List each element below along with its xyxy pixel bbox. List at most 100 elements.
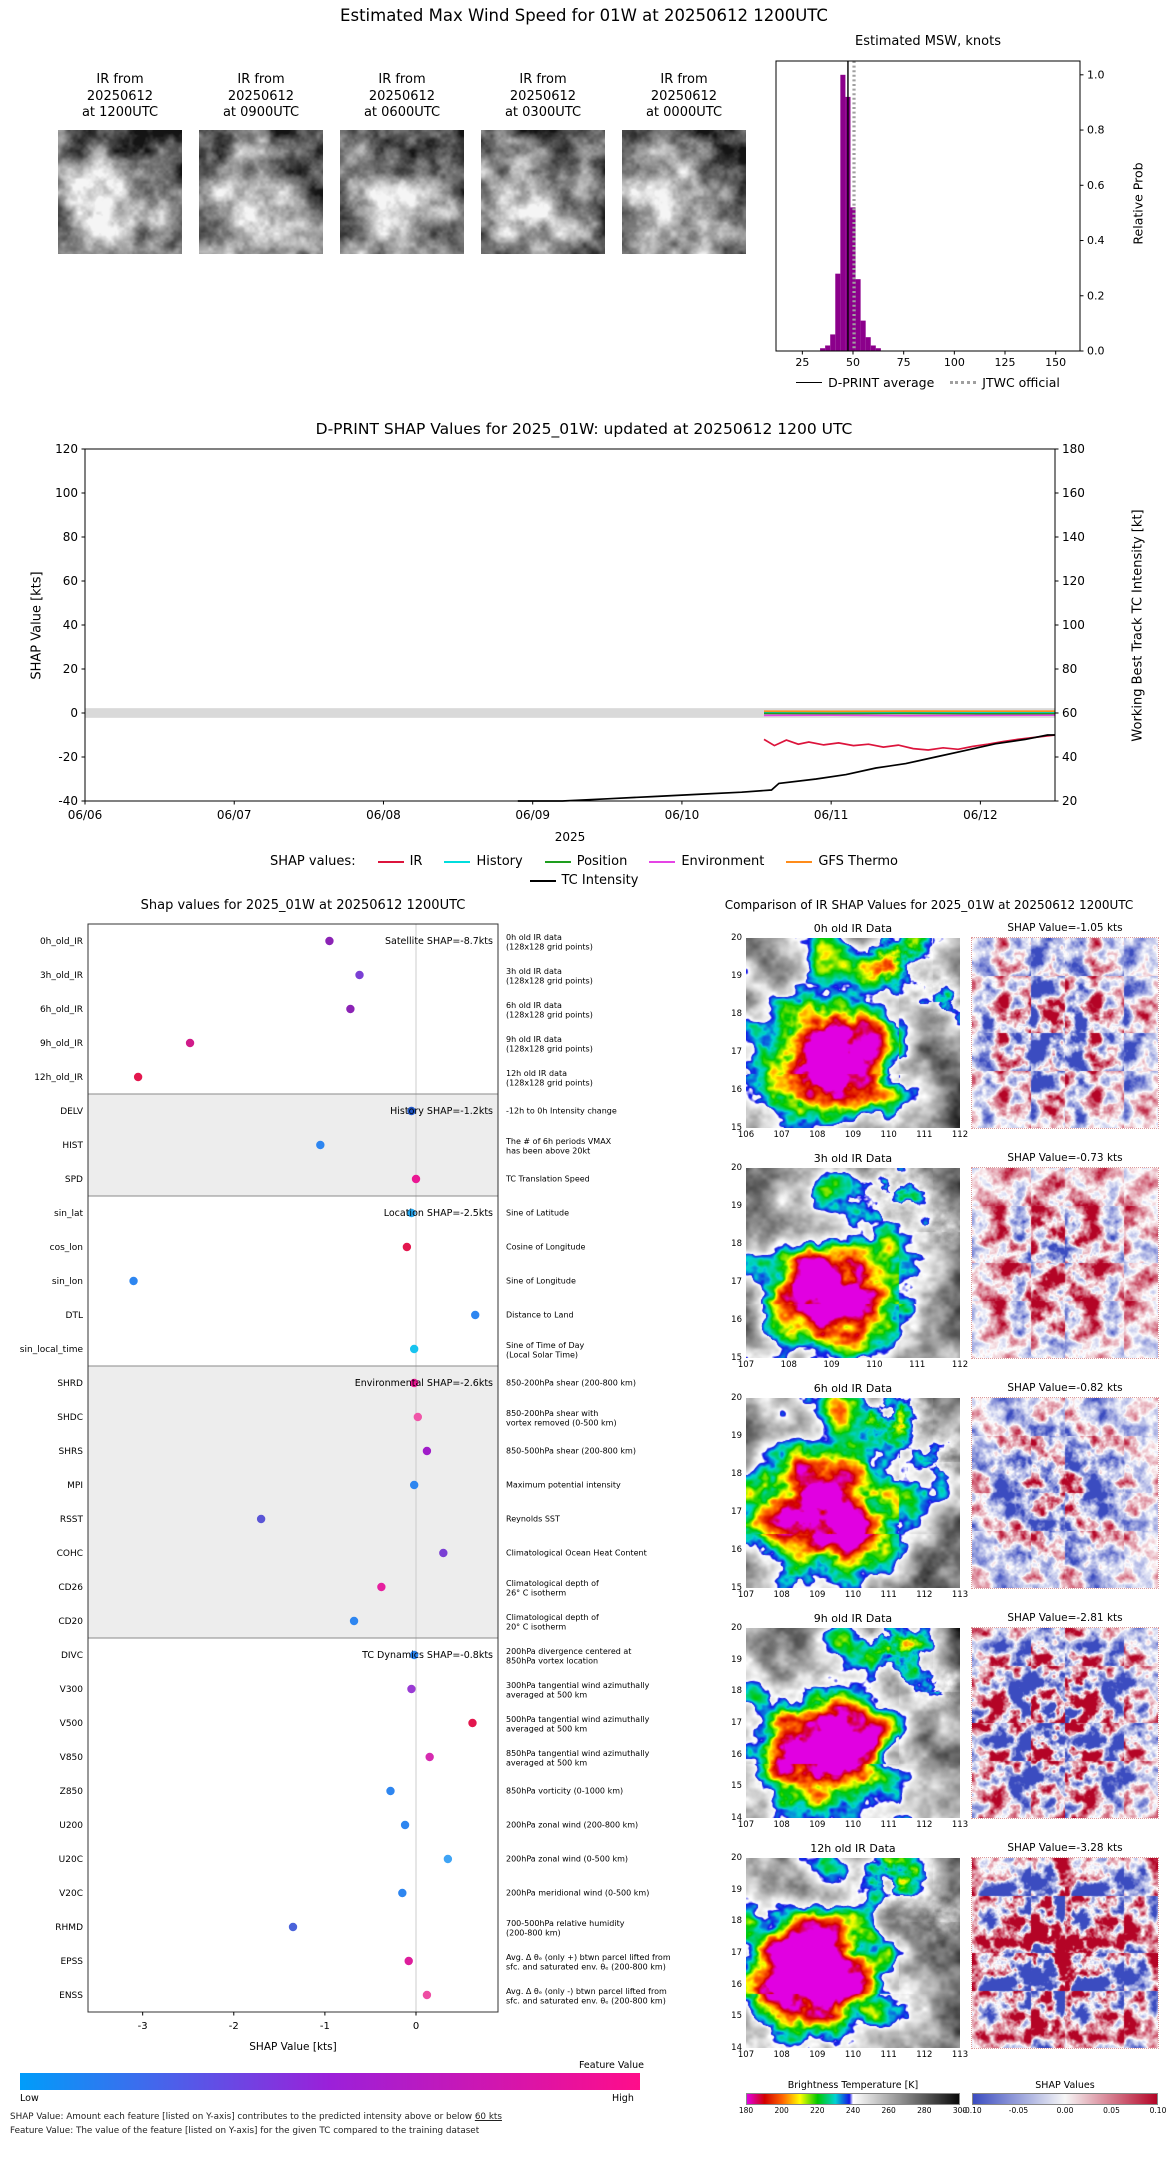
ir-map-title: 12h old IR Data — [810, 1842, 896, 1855]
feature-desc: (128x128 grid points) — [506, 1045, 593, 1054]
lon-tick-label: 110 — [866, 1360, 883, 1370]
lat-tick-label: 17 — [731, 1047, 742, 1057]
feature-value-footnote: Feature Value: The value of the feature … — [10, 2126, 480, 2136]
feature-name: 3h_old_IR — [40, 971, 83, 981]
ir-comparison-title: Comparison of IR SHAP Values for 2025_01… — [724, 898, 1134, 912]
ir-thumbnail-label-line: IR from — [96, 72, 144, 87]
feature-value-colorbar-label: Feature Value — [578, 2060, 644, 2071]
ir-thumbnail: IR from 20250612 at 1200UTC — [58, 72, 182, 254]
feature-desc: 850hPa vortex location — [506, 1657, 598, 1666]
y-tick-label: 0.4 — [1087, 234, 1105, 247]
x-tick-label: 25 — [795, 356, 809, 369]
lat-tick-label: 20 — [731, 1393, 742, 1403]
timeseries-xlabel: 2025 — [555, 830, 586, 844]
lat-tick-label: 19 — [731, 1654, 742, 1665]
feature-dot — [471, 1310, 480, 1320]
ir-thumbnail-label-line: 20250612 — [509, 88, 577, 104]
feature-desc: 3h old IR data — [506, 967, 562, 976]
feature-dot — [443, 1854, 453, 1864]
feature-desc: 850-500hPa shear (200-800 km) — [506, 1447, 636, 1456]
feature-desc: vortex removed (0-500 km) — [506, 1419, 617, 1428]
ir-thumbnail-image — [58, 129, 182, 254]
feature-dot — [402, 1242, 412, 1252]
legend-swatch — [529, 879, 556, 882]
timeseries-legend: SHAP values: IR History Position Environment… — [0, 854, 1168, 892]
lon-tick-label: 108 — [780, 1360, 797, 1370]
x-tick-label: 06/08 — [366, 808, 401, 822]
group-shap-label: TC Dynamics SHAP=-0.8kts — [361, 1650, 493, 1661]
x-tick-label: -3 — [138, 2021, 148, 2032]
bt-tick-label: 280 — [917, 2106, 932, 2115]
lon-tick-label: 108 — [773, 2050, 790, 2060]
feature-name: sin_local_time — [20, 1345, 84, 1355]
histogram-bar — [820, 348, 826, 351]
shap-map-title: SHAP Value=-2.81 kts — [1007, 1612, 1123, 1624]
shap-map-title: SHAP Value=-0.73 kts — [1007, 1152, 1123, 1164]
legend-label: D-PRINT average — [828, 375, 935, 390]
lon-tick-label: 111 — [880, 1820, 897, 1830]
feature-dot — [439, 1548, 448, 1558]
shap-map-image — [971, 1627, 1159, 1819]
feature-name: SHRD — [57, 1379, 83, 1389]
x-tick-label: -2 — [229, 2021, 239, 2032]
feature-dot — [409, 1650, 419, 1660]
group-band — [88, 1094, 498, 1196]
legend-label: JTWC official — [982, 375, 1060, 390]
dotplot-title: Shap values for 2025_01W at 20250612 120… — [140, 898, 466, 913]
feature-name: HIST — [62, 1141, 83, 1151]
left-tick-label: 0 — [70, 706, 78, 720]
lat-tick-label: 20 — [731, 933, 742, 943]
lat-tick-label: 17 — [731, 1277, 742, 1287]
feature-desc: has been above 20kt — [506, 1147, 590, 1156]
feature-dot — [411, 1174, 421, 1184]
x-tick-label: 06/12 — [963, 808, 998, 822]
lon-tick-label: 108 — [773, 1590, 790, 1600]
feature-name: ENSS — [59, 1991, 83, 2001]
feature-dot — [407, 1106, 416, 1116]
lat-tick-label: 19 — [731, 971, 742, 981]
legend-label: Position — [576, 854, 628, 869]
dotplot-xlabel: SHAP Value [kts] — [249, 2041, 336, 2053]
y-tick-label: 1.0 — [1087, 68, 1105, 81]
feature-desc: Sine of Latitude — [506, 1209, 569, 1218]
feature-dot — [398, 1888, 407, 1898]
lon-tick-label: 112 — [916, 1590, 933, 1600]
feature-desc: Sine of Longitude — [506, 1277, 576, 1286]
feature-name: 12h_old_IR — [34, 1073, 83, 1083]
lon-tick-label: 108 — [773, 1820, 790, 1830]
feature-name: SPD — [65, 1175, 83, 1185]
feature-desc: Climatological Ocean Heat Content — [506, 1549, 647, 1558]
feature-name: V500 — [60, 1719, 84, 1729]
lon-tick-label: 111 — [880, 2050, 897, 2060]
ir-thumbnail-label: IR from 20250612 at 1200UTC — [58, 72, 182, 122]
ts-legend-prefix: SHAP values: — [270, 854, 356, 869]
feature-desc: 26° C isotherm — [506, 1589, 566, 1598]
feature-name: sin_lat — [54, 1209, 83, 1219]
lon-tick-label: 112 — [916, 1820, 933, 1830]
lon-tick-label: 113 — [951, 1590, 969, 1600]
zero-band — [85, 708, 1055, 718]
y-tick-label: 0.8 — [1087, 124, 1105, 137]
lon-tick-label: 113 — [951, 2050, 969, 2060]
x-tick-label: 75 — [897, 356, 911, 369]
ir-map-image — [746, 1168, 960, 1358]
lon-tick-label: 112 — [951, 1130, 969, 1140]
ir-thumbnail-label-line: at 0600UTC — [363, 105, 441, 121]
legend-label: GFS Thermo — [818, 854, 898, 869]
ir-thumbnail-label: IR from 20250612 at 0600UTC — [340, 72, 464, 122]
shap-tick-label: -0.05 — [1008, 2106, 1029, 2115]
feature-desc: Maximum potential intensity — [506, 1481, 621, 1490]
left-tick-label: 60 — [63, 574, 78, 588]
lon-tick-label: 107 — [737, 1820, 755, 1830]
right-tick-label: 20 — [1062, 794, 1077, 808]
shap-map-image — [971, 1857, 1159, 2049]
ir-thumbnail-label: IR from 20250612 at 0900UTC — [199, 72, 323, 122]
ir-comparison-row: 6h old IR Data 15 16 17 18 19 20 107 108 109 110 11… — [690, 1382, 1168, 1612]
feature-dot — [409, 1378, 419, 1388]
x-tick-label: 06/06 — [68, 808, 103, 822]
x-tick-label: 06/10 — [665, 808, 700, 822]
feature-desc: (128x128 grid points) — [506, 1011, 593, 1020]
feature-desc: Distance to Land — [506, 1311, 574, 1320]
feature-desc: 200hPa divergence centered at — [506, 1647, 631, 1656]
lon-tick-label: 106 — [737, 1130, 755, 1140]
